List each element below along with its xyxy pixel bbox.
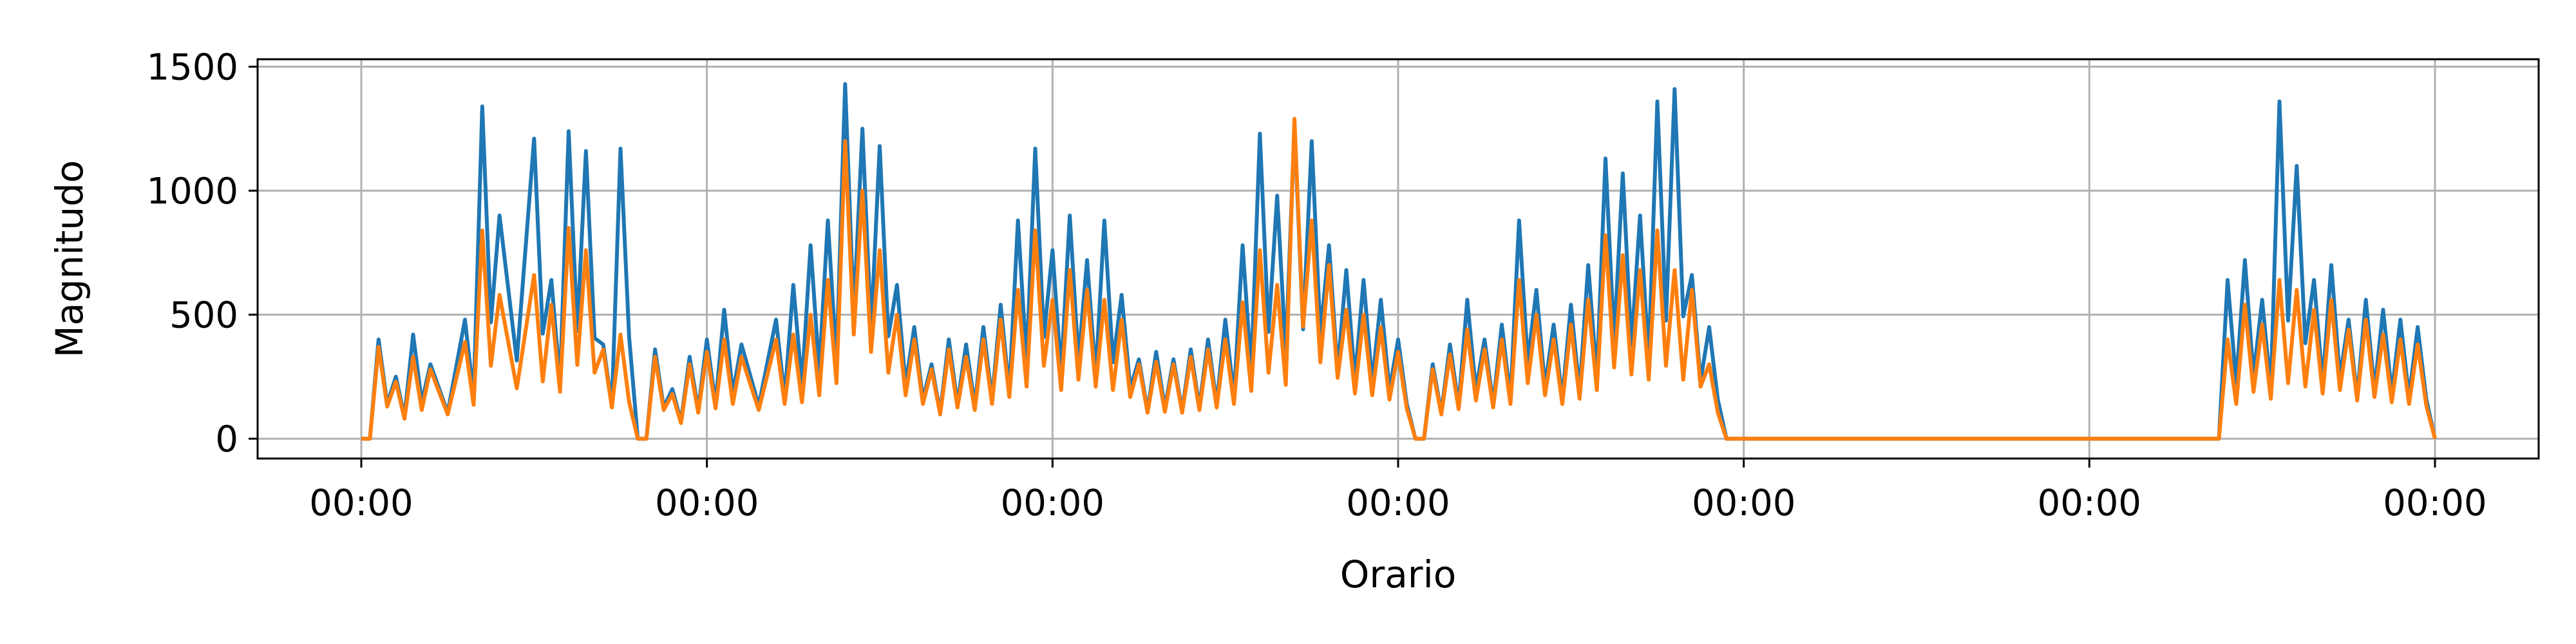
y-axis-label: Magnitudo — [48, 160, 91, 357]
series-group — [361, 82, 2437, 441]
x-tick-label: 00:00 — [1001, 482, 1104, 524]
x-tick-label: 00:00 — [1346, 482, 1450, 524]
y-tick-label: 0 — [215, 419, 238, 460]
x-tick-label: 00:00 — [2038, 482, 2141, 524]
x-axis-label: Orario — [1340, 553, 1457, 596]
x-tick-label: 00:00 — [655, 482, 759, 524]
y-tick-label: 500 — [169, 295, 238, 337]
x-axis: 00:00 00:00 00:00 00:00 00:00 00:00 00:00 — [309, 459, 2487, 524]
grid — [258, 59, 2539, 459]
y-axis: 0 500 1000 1500 — [146, 47, 258, 460]
x-tick-label: 00:00 — [1692, 482, 1795, 524]
x-tick-label: 00:00 — [309, 482, 413, 524]
y-tick-label: 1500 — [146, 47, 238, 89]
x-tick-label: 00:00 — [2383, 482, 2486, 524]
y-tick-label: 1000 — [146, 171, 238, 213]
series-line-2 — [361, 117, 2437, 441]
